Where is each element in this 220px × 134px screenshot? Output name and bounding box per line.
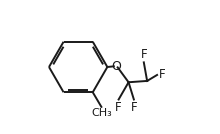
- Text: F: F: [115, 101, 122, 114]
- Text: F: F: [159, 68, 166, 81]
- Text: O: O: [111, 60, 121, 73]
- Text: F: F: [141, 48, 147, 61]
- Text: F: F: [130, 101, 137, 114]
- Text: CH₃: CH₃: [91, 108, 112, 118]
